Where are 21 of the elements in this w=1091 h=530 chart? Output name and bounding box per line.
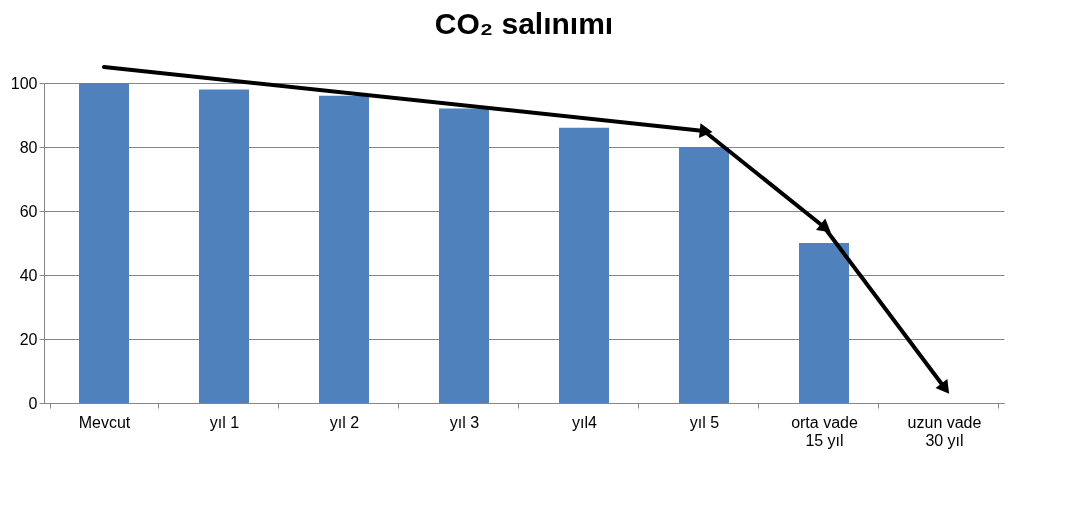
- bar: [679, 147, 729, 403]
- x-tick-label: orta vade 15 yıl: [791, 413, 858, 449]
- y-tick-label: 60: [19, 202, 38, 220]
- bar: [199, 89, 249, 403]
- y-tick-label: 80: [19, 138, 38, 156]
- x-tick-label: yıl 2: [329, 413, 360, 431]
- x-tick-label: yıl 5: [689, 413, 720, 431]
- y-tick-label: 40: [19, 266, 38, 284]
- bar: [439, 108, 489, 403]
- x-tick-label: yıl4: [572, 413, 598, 431]
- chart-title: CO₂ salınımı: [434, 7, 614, 40]
- x-tick-label: yıl 1: [209, 413, 240, 431]
- x-tick-label: yıl 3: [449, 413, 480, 431]
- bar: [79, 83, 129, 403]
- x-tick-label: Mevcut: [78, 413, 131, 431]
- bar: [559, 127, 609, 403]
- y-tick-label: 100: [10, 74, 38, 92]
- y-tick-label: 20: [19, 330, 38, 348]
- bar: [319, 95, 369, 403]
- x-tick-label: uzun vade 30 yıl: [907, 413, 982, 449]
- y-tick-label: 0: [28, 394, 38, 412]
